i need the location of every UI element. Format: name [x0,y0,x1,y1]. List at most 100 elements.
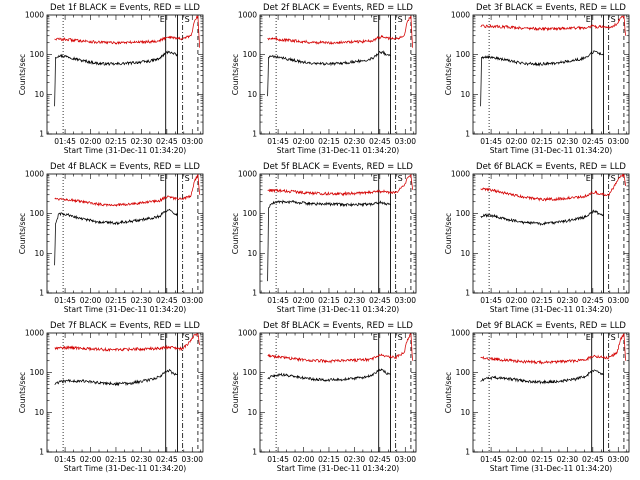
y-tick-label: 1000 [238,11,257,20]
chart-panel: Det 2f BLACK = Events, RED = LLD 1 10 100 10… [231,3,417,155]
x-tick-label: 02:45 [156,296,178,305]
flag-label: S [611,174,616,183]
x-axis-label: Start Time (31-Dec-11 01:34:20) [277,146,399,155]
y-tick-label: 10 [34,249,44,258]
x-tick-label: 02:00 [293,137,315,146]
y-tick-label: 1000 [451,11,470,20]
chart-panel: Det 8f BLACK = Events, RED = LLD 1 10 100 10… [231,321,417,473]
y-tick-label: 100 [456,209,471,218]
lld-series-line [480,333,626,365]
x-tick-label: 02:30 [557,137,579,146]
x-tick-label: 01:45 [480,455,502,464]
x-tick-label: 02:15 [318,296,340,305]
chart-panel: Det 4f BLACK = Events, RED = LLD 1 10 100 10… [18,162,204,314]
y-axis-label: Counts/sec [18,54,27,95]
flag-label: E [586,174,591,183]
y-tick-label: 1 [252,448,257,457]
y-tick-label: 1000 [25,11,44,20]
flag-label: E [586,15,591,24]
y-tick-label: 100 [243,50,258,59]
panel-title: Det 8f BLACK = Events, RED = LLD [263,321,413,331]
y-tick-label: 100 [30,368,45,377]
x-tick-label: 03:00 [394,137,416,146]
lld-series-line [267,173,413,197]
x-tick-label: 01:45 [54,296,76,305]
x-tick-label: 02:30 [131,296,153,305]
x-tick-label: 02:45 [369,455,391,464]
x-tick-label: 01:45 [267,296,289,305]
panel-title: Det 4f BLACK = Events, RED = LLD [50,162,200,172]
x-tick-label: 02:15 [105,137,127,146]
x-tick-label: 02:15 [531,137,553,146]
y-axis-label: Counts/sec [444,372,453,413]
x-axis-label: Start Time (31-Dec-11 01:34:20) [490,464,612,473]
y-axis-label: Counts/sec [231,213,240,254]
y-tick-label: 10 [460,90,470,99]
x-tick-label: 02:15 [105,455,127,464]
y-tick-label: 1 [252,289,257,298]
y-tick-label: 100 [30,50,45,59]
y-tick-label: 10 [460,249,470,258]
events-series-line [480,369,604,385]
x-axis-label: Start Time (31-Dec-11 01:34:20) [277,464,399,473]
flag-label: S [611,15,616,24]
x-tick-label: 03:00 [607,296,629,305]
y-tick-label: 1000 [238,329,257,338]
axes-frame [46,332,204,453]
flag-label: E [160,174,165,183]
flag-label: E [373,174,378,183]
flag-label: S [185,333,190,342]
x-tick-label: 02:00 [80,296,102,305]
y-axis-label: Counts/sec [231,54,240,95]
lld-series-line [480,173,626,202]
chart-panel: Det 7f BLACK = Events, RED = LLD 1 10 100 10… [18,321,204,473]
x-tick-label: 02:30 [131,137,153,146]
x-tick-label: 01:45 [54,455,76,464]
x-tick-label: 02:15 [531,455,553,464]
y-axis-label: Counts/sec [18,372,27,413]
chart-panel: Det 6f BLACK = Events, RED = LLD 1 10 100 10… [444,162,630,314]
events-series-line [54,368,178,387]
x-axis-label: Start Time (31-Dec-11 01:34:20) [490,146,612,155]
panel-title: Det 6f BLACK = Events, RED = LLD [476,162,626,172]
events-series-line [54,208,178,266]
y-tick-label: 1 [465,289,470,298]
y-tick-label: 1000 [25,170,44,179]
x-tick-label: 02:30 [131,455,153,464]
y-tick-label: 10 [460,408,470,417]
x-tick-label: 02:30 [557,296,579,305]
x-tick-label: 02:15 [318,137,340,146]
y-tick-label: 1000 [451,170,470,179]
x-tick-label: 03:00 [181,296,203,305]
chart-panel: Det 3f BLACK = Events, RED = LLD 1 10 100 10… [444,3,630,155]
chart-panel: Det 1f BLACK = Events, RED = LLD 1 10 100 10… [18,3,204,155]
axes-frame [46,14,204,135]
lld-series-line [54,173,200,208]
y-tick-label: 10 [247,408,257,417]
y-tick-label: 100 [30,209,45,218]
x-tick-label: 02:00 [80,455,102,464]
y-tick-label: 1 [465,130,470,139]
x-tick-label: 03:00 [394,455,416,464]
x-tick-label: 01:45 [480,296,502,305]
events-series-line [480,209,604,226]
x-tick-label: 01:45 [267,137,289,146]
y-tick-label: 10 [34,90,44,99]
y-axis-label: Counts/sec [444,213,453,254]
x-tick-label: 02:30 [344,137,366,146]
y-tick-label: 10 [247,249,257,258]
y-tick-label: 100 [456,368,471,377]
flag-label: E [373,15,378,24]
panel-title: Det 1f BLACK = Events, RED = LLD [50,3,200,13]
flag-label: E [160,15,165,24]
axes-frame [259,14,417,135]
x-axis-label: Start Time (31-Dec-11 01:34:20) [64,464,186,473]
x-tick-label: 02:00 [293,455,315,464]
axes-frame [472,332,630,453]
y-tick-label: 1 [39,289,44,298]
panel-title: Det 9f BLACK = Events, RED = LLD [476,321,626,331]
x-tick-label: 02:15 [318,455,340,464]
x-tick-label: 02:45 [156,455,178,464]
y-tick-label: 100 [456,50,471,59]
x-tick-label: 02:00 [506,137,528,146]
